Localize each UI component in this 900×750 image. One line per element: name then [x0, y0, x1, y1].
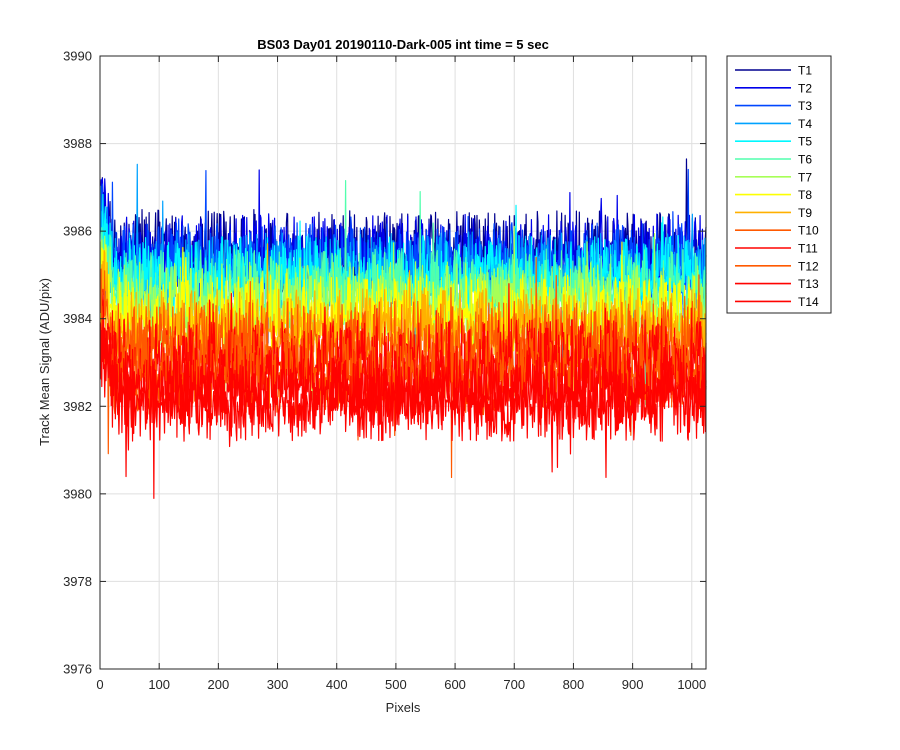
- series-line-t7: [99, 225, 707, 401]
- x-tick-label: 500: [385, 677, 407, 692]
- legend-label-t3: T3: [798, 99, 812, 113]
- x-tick-label: 200: [208, 677, 230, 692]
- x-axis-ticks: 0 100 200 300 400 500 600 700 800 900 1000: [96, 56, 706, 692]
- axes-box: [99, 55, 707, 670]
- x-tick-label: 300: [267, 677, 289, 692]
- y-tick-label: 3980: [63, 486, 92, 501]
- legend-label-t1: T1: [798, 64, 812, 78]
- legend-label-t10: T10: [798, 224, 819, 238]
- legend-label-t7: T7: [798, 170, 812, 184]
- y-tick-label: 3982: [63, 399, 92, 414]
- y-tick-label: 3990: [63, 49, 92, 64]
- x-axis-label: Pixels: [386, 700, 421, 715]
- legend-label-t8: T8: [798, 188, 812, 202]
- y-axis-label: Track Mean Signal (ADU/pix): [37, 278, 52, 446]
- legend-label-t9: T9: [798, 206, 812, 220]
- legend: T1 T2 T3 T4 T5 T6 T7 T8 T9 T10 T11 T12 T13 T14: [726, 55, 832, 314]
- x-tick-label: 700: [503, 677, 525, 692]
- legend-label-t2: T2: [798, 81, 812, 95]
- y-tick-label: 3988: [63, 136, 92, 151]
- legend-label-t13: T13: [798, 277, 819, 291]
- x-tick-label: 400: [326, 677, 348, 692]
- y-axis-ticks: 3976 3978 3980 3982 3984 3986 3988 3990: [63, 49, 706, 677]
- x-tick-label: 1000: [677, 677, 706, 692]
- x-tick-label: 800: [563, 677, 585, 692]
- legend-label-t6: T6: [798, 153, 812, 167]
- y-tick-label: 3986: [63, 224, 92, 239]
- legend-label-t4: T4: [798, 117, 812, 131]
- series-line-t14: [99, 299, 707, 478]
- x-tick-label: 100: [148, 677, 170, 692]
- chart-title: BS03 Day01 20190110-Dark-005 int time = …: [257, 37, 549, 52]
- legend-label-t12: T12: [798, 259, 819, 273]
- legend-label-t11: T11: [798, 242, 818, 256]
- legend-label-t5: T5: [798, 135, 812, 149]
- legend-box: [726, 55, 832, 314]
- plot-area: 0 100 200 300 400 500 600 700 800 900 1000 3976397…: [63, 49, 707, 692]
- x-tick-label: 900: [622, 677, 644, 692]
- y-tick-label: 3984: [63, 311, 92, 326]
- x-tick-label: 0: [96, 677, 103, 692]
- legend-label-t14: T14: [798, 295, 819, 309]
- y-tick-label: 3978: [63, 574, 92, 589]
- y-tick-label: 3976: [63, 662, 92, 677]
- series-layer: [99, 158, 707, 499]
- legend-items: T1 T2 T3 T4 T5 T6 T7 T8 T9 T10 T11 T12 T13 T14: [735, 64, 819, 309]
- x-tick-label: 600: [444, 677, 466, 692]
